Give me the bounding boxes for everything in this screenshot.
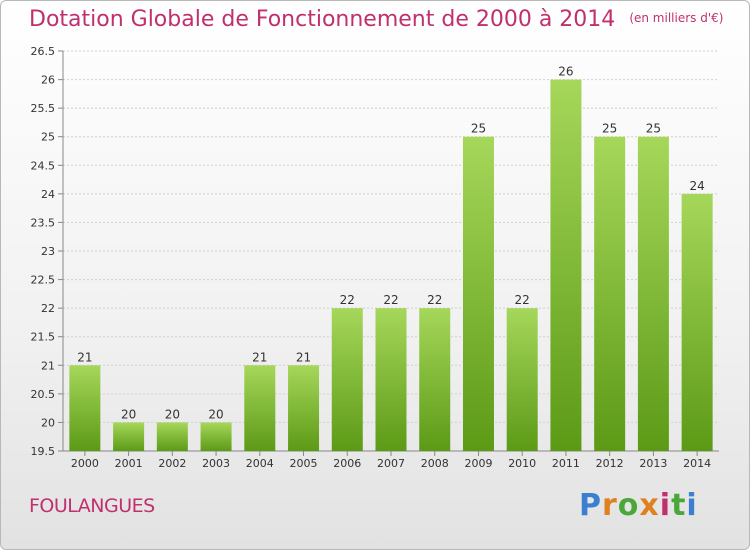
bar-2001 bbox=[113, 422, 145, 451]
chart-title: Dotation Globale de Fonctionnement de 20… bbox=[29, 7, 723, 32]
y-tick-label: 22 bbox=[41, 302, 55, 315]
data-label: 24 bbox=[689, 179, 704, 193]
bar-2010 bbox=[506, 308, 538, 451]
y-tick-label: 21.5 bbox=[31, 331, 56, 344]
bar-2005 bbox=[288, 365, 320, 451]
x-tick-label: 2007 bbox=[377, 457, 405, 470]
logo-letter: t bbox=[671, 488, 687, 523]
bar-2006 bbox=[331, 308, 363, 451]
x-tick-label: 2011 bbox=[552, 457, 580, 470]
y-tick-label: 25 bbox=[41, 131, 55, 144]
x-tick-label: 2002 bbox=[158, 457, 186, 470]
y-tick-label: 24.5 bbox=[31, 159, 56, 172]
data-label: 20 bbox=[165, 407, 180, 421]
labels: 19.5 20 20.5 21 21.5 22 22.5 23 23.5 24 24.5 25 25.5… bbox=[31, 45, 712, 470]
data-label: 20 bbox=[121, 407, 136, 421]
y-tick-label: 23 bbox=[41, 245, 55, 258]
bar-2009 bbox=[462, 136, 494, 451]
bar-2004 bbox=[244, 365, 276, 451]
logo-letter: x bbox=[639, 488, 660, 523]
x-tick-label: 2004 bbox=[246, 457, 274, 470]
data-label: 25 bbox=[471, 122, 486, 136]
data-label: 21 bbox=[252, 350, 267, 364]
logo-letter: r bbox=[602, 488, 618, 523]
x-tick-label: 2006 bbox=[333, 457, 361, 470]
y-tick-label: 25.5 bbox=[31, 102, 56, 115]
data-label: 22 bbox=[383, 293, 398, 307]
logo-letter: P bbox=[579, 488, 602, 523]
x-tick-label: 2003 bbox=[202, 457, 230, 470]
y-tick-label: 19.5 bbox=[31, 445, 56, 458]
data-label: 21 bbox=[77, 350, 92, 364]
bar-2011 bbox=[550, 79, 582, 452]
bar-2002 bbox=[156, 422, 188, 451]
bar-2003 bbox=[200, 422, 232, 451]
title-unit: (en milliers d'€) bbox=[629, 11, 724, 25]
bar-2007 bbox=[375, 308, 407, 451]
data-label: 22 bbox=[427, 293, 442, 307]
y-tick-label: 20 bbox=[41, 416, 55, 429]
x-tick-label: 2000 bbox=[71, 457, 99, 470]
y-tick-label: 26 bbox=[41, 74, 55, 87]
data-label: 22 bbox=[340, 293, 355, 307]
x-tick-label: 2009 bbox=[464, 457, 492, 470]
x-tick-label: 2001 bbox=[115, 457, 143, 470]
y-tick-label: 24 bbox=[41, 188, 55, 201]
x-tick-label: 2008 bbox=[421, 457, 449, 470]
bar-2000 bbox=[69, 365, 101, 451]
x-tick-label: 2014 bbox=[683, 457, 711, 470]
x-tick-label: 2012 bbox=[596, 457, 624, 470]
logo-letter: i bbox=[686, 488, 698, 523]
y-tick-label: 23.5 bbox=[31, 216, 56, 229]
title-text: Dotation Globale de Fonctionnement de 20… bbox=[29, 7, 616, 32]
proxiti-logo: Proxiti bbox=[579, 488, 698, 523]
data-label: 25 bbox=[602, 122, 617, 136]
y-tick-label: 22.5 bbox=[31, 274, 56, 287]
y-tick-label: 21 bbox=[41, 359, 55, 372]
data-label: 26 bbox=[558, 65, 573, 79]
data-label: 21 bbox=[296, 350, 311, 364]
data-label: 25 bbox=[646, 122, 661, 136]
town-name: FOULANGUES bbox=[29, 495, 155, 517]
data-label: 22 bbox=[515, 293, 530, 307]
bar-2012 bbox=[594, 136, 626, 451]
data-label: 20 bbox=[208, 407, 223, 421]
bars bbox=[69, 79, 713, 452]
logo-letter: o bbox=[617, 488, 640, 523]
bar-2014 bbox=[681, 193, 713, 451]
x-tick-label: 2013 bbox=[639, 457, 667, 470]
x-tick-label: 2010 bbox=[508, 457, 536, 470]
bar-2008 bbox=[419, 308, 451, 451]
logo-letter: i bbox=[659, 488, 672, 523]
bar-2013 bbox=[637, 136, 669, 451]
y-tick-label: 26.5 bbox=[31, 45, 56, 58]
y-tick-label: 20.5 bbox=[31, 388, 56, 401]
x-tick-label: 2005 bbox=[290, 457, 318, 470]
